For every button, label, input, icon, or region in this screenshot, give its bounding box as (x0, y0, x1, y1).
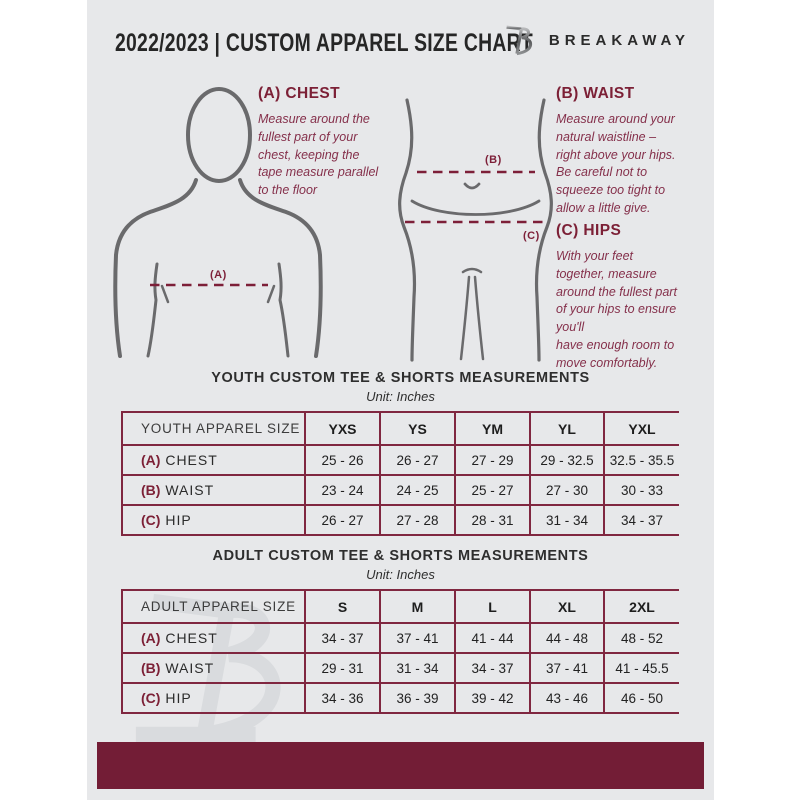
cell: 37 - 41 (379, 622, 455, 653)
row-marker: (A) (141, 630, 161, 646)
cell: 36 - 39 (379, 682, 455, 714)
youth-header-size: YXL (603, 411, 679, 445)
row-marker: (B) (141, 660, 161, 676)
row-label-text: HIP (165, 512, 192, 528)
cell: 29 - 31 (304, 652, 380, 683)
guide-waist-heading: (B) WAIST (556, 85, 635, 102)
cell: 46 - 50 (603, 682, 679, 714)
cell: 27 - 29 (454, 444, 530, 475)
cell: 34 - 36 (304, 682, 380, 714)
footer-bar (97, 742, 704, 789)
chest-marker-label: (A) (210, 269, 227, 281)
cell: 29 - 32.5 (529, 444, 604, 475)
row-marker: (C) (141, 512, 161, 528)
row-label-text: HIP (165, 690, 192, 706)
cell: 34 - 37 (454, 652, 530, 683)
cell: 30 - 33 (603, 474, 679, 505)
guide-waist-body: Measure around your natural waistline – … (556, 112, 676, 215)
cell: 34 - 37 (603, 504, 679, 536)
adult-header-label: ADULT APPAREL SIZE (122, 589, 305, 623)
waist-marker-label: (B) (485, 154, 502, 166)
guide-hips-body: With your feet together, measure around … (556, 249, 677, 370)
guide-chest-body: Measure around the fullest part of your … (258, 112, 379, 197)
youth-waist-label: (B) WAIST (122, 474, 305, 505)
cell: 44 - 48 (529, 622, 604, 653)
row-label-text: WAIST (165, 660, 215, 676)
cell: 28 - 31 (454, 504, 530, 536)
adult-header-size: 2XL (603, 589, 679, 623)
guide-chest-heading: (A) CHEST (258, 85, 340, 102)
row-label-text: WAIST (165, 482, 215, 498)
cell: 27 - 28 (379, 504, 455, 536)
guide-hips-heading: (C) HIPS (556, 222, 622, 239)
size-chart-sheet: 2022/2023 | CUSTOM APPAREL SIZE CHART BR… (87, 0, 714, 800)
waist-hips-figure-diagram: (B) (C) (398, 98, 553, 362)
adult-header-size: M (379, 589, 455, 623)
cell: 27 - 30 (529, 474, 604, 505)
cell: 24 - 25 (379, 474, 455, 505)
youth-header-size: YM (454, 411, 530, 445)
table-row: (A) CHEST 34 - 37 37 - 41 41 - 44 44 - 4… (122, 622, 679, 653)
guide-hips: (C) HIPS With your feet together, measur… (556, 222, 724, 372)
cell: 37 - 41 (529, 652, 604, 683)
adult-size-table: ADULT APPAREL SIZE S M L XL 2XL (A) CHES… (121, 589, 679, 714)
cell: 26 - 27 (304, 504, 380, 536)
row-marker: (C) (141, 690, 161, 706)
youth-header-row: YOUTH APPAREL SIZE YXS YS YM YL YXL (122, 411, 679, 445)
hips-marker-label: (C) (523, 230, 540, 242)
adult-hip-label: (C) HIP (122, 682, 305, 714)
youth-header-size: YXS (304, 411, 380, 445)
chest-figure-diagram: (A) (113, 87, 323, 358)
adult-table-title: ADULT CUSTOM TEE & SHORTS MEASUREMENTS (212, 548, 589, 564)
cell: 26 - 27 (379, 444, 455, 475)
guide-chest: (A) CHEST Measure around the fullest par… (258, 85, 438, 200)
adult-header-size: S (304, 589, 380, 623)
table-row: (B) WAIST 29 - 31 31 - 34 34 - 37 37 - 4… (122, 652, 679, 683)
youth-header-size: YL (529, 411, 604, 445)
row-marker: (B) (141, 482, 161, 498)
adult-chest-label: (A) CHEST (122, 622, 305, 653)
youth-header-label: YOUTH APPAREL SIZE (122, 411, 305, 445)
table-row: (C) HIP 26 - 27 27 - 28 28 - 31 31 - 34 … (122, 504, 679, 536)
adult-table-unit: Unit: Inches (366, 567, 435, 582)
youth-size-table: YOUTH APPAREL SIZE YXS YS YM YL YXL (A) … (121, 411, 679, 536)
breakaway-logo-icon (503, 25, 532, 56)
table-row: (C) HIP 34 - 36 36 - 39 39 - 42 43 - 46 … (122, 682, 679, 714)
youth-chest-label: (A) CHEST (122, 444, 305, 475)
brand-name: BREAKAWAY (548, 31, 690, 49)
cell: 23 - 24 (304, 474, 380, 505)
youth-table-unit: Unit: Inches (366, 389, 435, 404)
cell: 25 - 26 (304, 444, 380, 475)
cell: 31 - 34 (529, 504, 604, 536)
youth-header-size: YS (379, 411, 455, 445)
cell: 43 - 46 (529, 682, 604, 714)
row-marker: (A) (141, 452, 161, 468)
adult-header-size: XL (529, 589, 604, 623)
cell: 39 - 42 (454, 682, 530, 714)
cell: 32.5 - 35.5 (603, 444, 679, 475)
cell: 48 - 52 (603, 622, 679, 653)
cell: 34 - 37 (304, 622, 380, 653)
adult-header-row: ADULT APPAREL SIZE S M L XL 2XL (122, 589, 679, 623)
row-label-text: CHEST (165, 630, 218, 646)
page-title: 2022/2023 | CUSTOM APPAREL SIZE CHART (115, 28, 533, 57)
cell: 25 - 27 (454, 474, 530, 505)
youth-hip-label: (C) HIP (122, 504, 305, 536)
table-row: (B) WAIST 23 - 24 24 - 25 25 - 27 27 - 3… (122, 474, 679, 505)
cell: 31 - 34 (379, 652, 455, 683)
cell: 41 - 44 (454, 622, 530, 653)
adult-header-size: L (454, 589, 530, 623)
adult-waist-label: (B) WAIST (122, 652, 305, 683)
brand-lockup: BREAKAWAY (499, 18, 690, 62)
row-label-text: CHEST (165, 452, 218, 468)
guide-waist: (B) WAIST Measure around your natural wa… (556, 85, 716, 218)
youth-table-title: YOUTH CUSTOM TEE & SHORTS MEASUREMENTS (211, 370, 590, 386)
cell: 41 - 45.5 (603, 652, 679, 683)
table-row: (A) CHEST 25 - 26 26 - 27 27 - 29 29 - 3… (122, 444, 679, 475)
